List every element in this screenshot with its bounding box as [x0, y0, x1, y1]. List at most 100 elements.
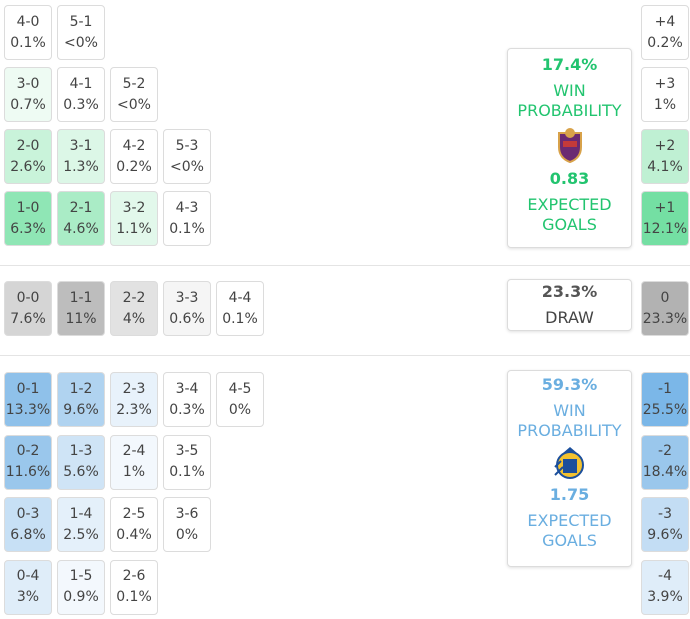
xg: 0.83 — [549, 169, 590, 188]
probability: 0.2% — [647, 34, 683, 51]
probability: 9.6% — [63, 401, 99, 418]
score-cell: 0-3 6.8% — [4, 497, 52, 552]
score-cell: 1-0 6.3% — [4, 191, 52, 246]
score: 4-1 — [69, 75, 93, 92]
score-cell: 4-1 0.3% — [57, 67, 105, 122]
score-cell: 1-3 5.6% — [57, 434, 105, 490]
probability: 18.4% — [642, 464, 688, 480]
score-cell: 4-2 0.2% — [110, 129, 158, 184]
score: 4-5 — [228, 380, 252, 397]
probability: 11% — [65, 310, 97, 327]
score-cell: 3-4 0.3% — [163, 372, 211, 427]
xg: 1.75 — [549, 485, 590, 504]
score-cell: 1-1 11% — [57, 281, 105, 336]
score: 0-1 — [16, 380, 40, 397]
score: 0-4 — [16, 568, 40, 584]
xg-label: EXPECTED GOALS — [527, 511, 612, 550]
draw-summary: 23.3% DRAW — [507, 279, 632, 331]
probability: 3.9% — [647, 589, 683, 605]
score: +2 — [654, 137, 676, 154]
away-logo — [553, 447, 584, 479]
score-cell: 0-0 7.6% — [4, 281, 52, 336]
score-cell: 1-4 2.5% — [57, 497, 105, 552]
score: -4 — [658, 568, 672, 584]
probability: 6.8% — [10, 526, 46, 543]
probability: 9.6% — [647, 526, 683, 543]
probability: 12.1% — [642, 220, 688, 237]
score-cell: 2-1 4.6% — [57, 191, 105, 246]
home-summary: 17.4% WIN PROBABILITY 0.83 EXPECTED GOAL… — [507, 48, 632, 248]
score-cell: 2-4 1% — [110, 434, 158, 490]
score: 5-1 — [69, 13, 93, 30]
score: 1-3 — [69, 443, 93, 459]
score-cell: 4-3 0.1% — [163, 191, 211, 246]
score-cell: 3-6 0% — [163, 497, 211, 552]
probability: 2.5% — [63, 526, 99, 543]
probability: 0.9% — [63, 589, 99, 605]
score: 2-2 — [122, 289, 146, 306]
probability: <0% — [170, 158, 204, 175]
score: 2-3 — [122, 380, 146, 397]
score: 2-0 — [16, 137, 40, 154]
margin-cell: +3 1% — [641, 67, 689, 122]
probability: 4.6% — [63, 220, 99, 237]
score: 1-4 — [69, 505, 93, 522]
probability: 0.7% — [10, 96, 46, 113]
margin-cell: +1 12.1% — [641, 191, 689, 246]
probability: 0.1% — [169, 220, 205, 237]
score: 3-5 — [175, 443, 199, 459]
probability: 1% — [653, 96, 677, 113]
score-cell: 1-2 9.6% — [57, 372, 105, 427]
probability: 0% — [228, 401, 252, 418]
probability: 4% — [122, 310, 146, 327]
score-cell: 3-5 0.1% — [163, 434, 211, 490]
probability: 0.6% — [169, 310, 205, 327]
score-cell: 3-3 0.6% — [163, 281, 211, 336]
probability: 0.3% — [63, 96, 99, 113]
margin-cell: +2 4.1% — [641, 129, 689, 184]
score: 0 — [660, 289, 670, 306]
score: +1 — [654, 199, 676, 216]
xg-label: EXPECTED GOALS — [527, 195, 612, 234]
score: 3-1 — [69, 137, 93, 154]
margin-cell: -4 3.9% — [641, 559, 689, 615]
score-cell: 2-3 2.3% — [110, 372, 158, 427]
score: 1-5 — [69, 568, 93, 584]
probability: 23.3% — [642, 310, 688, 327]
probability: 0% — [175, 526, 199, 543]
margin-cell: -2 18.4% — [641, 434, 689, 490]
win-pct: 59.3% — [541, 375, 598, 394]
score-cell: 0-2 11.6% — [4, 434, 52, 490]
score: 2-5 — [122, 505, 146, 522]
score: 4-2 — [122, 137, 146, 154]
probability: 25.5% — [642, 401, 688, 418]
score: 4-3 — [175, 199, 199, 216]
score-cell: 5-2 <0% — [110, 67, 158, 122]
score-cell: 0-4 3% — [4, 559, 52, 615]
score-cell: 4-0 0.1% — [4, 5, 52, 60]
score: 0-3 — [16, 505, 40, 522]
margin-cell: -3 9.6% — [641, 497, 689, 552]
score-cell: 3-2 1.1% — [110, 191, 158, 246]
probability: 0.1% — [116, 589, 152, 605]
score-cell: 4-4 0.1% — [216, 281, 264, 336]
score: 3-4 — [175, 380, 199, 397]
margin-cell: +4 0.2% — [641, 5, 689, 60]
score: -2 — [658, 443, 672, 459]
probability: <0% — [117, 96, 151, 113]
separator — [0, 265, 690, 266]
probability: 5.6% — [63, 464, 99, 480]
score-cell: 2-5 0.4% — [110, 497, 158, 552]
score-cell: 3-0 0.7% — [4, 67, 52, 122]
probability: 13.3% — [5, 401, 51, 418]
score: 3-2 — [122, 199, 146, 216]
probability: 1.1% — [116, 220, 152, 237]
score: 1-0 — [16, 199, 40, 216]
score: 0-2 — [16, 443, 40, 459]
score: 2-1 — [69, 199, 93, 216]
score-cell: 3-1 1.3% — [57, 129, 105, 184]
probability: 0.4% — [116, 526, 152, 543]
score: 3-6 — [175, 505, 199, 522]
probability: 0.3% — [169, 401, 205, 418]
